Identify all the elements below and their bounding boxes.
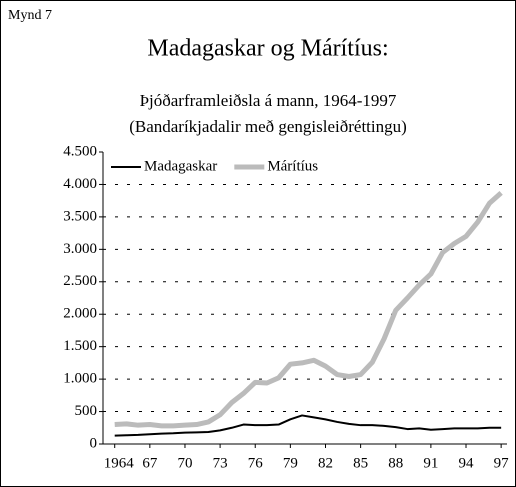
x-tick-label: 76 — [248, 455, 264, 471]
x-tick-label: 73 — [213, 455, 228, 471]
line — [114, 191, 503, 429]
x-tick-label: 67 — [142, 455, 158, 471]
legend-label: Madagaskar — [144, 158, 217, 174]
x-tick-label: 79 — [283, 455, 298, 471]
y-tick-label: 1.000 — [63, 371, 97, 387]
x-tick-label: 1964 — [104, 455, 135, 471]
x-tick-label: 91 — [423, 455, 438, 471]
y-tick-label: 3.000 — [63, 241, 97, 257]
legend-label: Márítíus — [267, 158, 318, 174]
y-tick-label: 1.500 — [63, 338, 97, 354]
subtitle: (Bandaríkjadalir með gengisleiðréttingu) — [129, 117, 407, 136]
y-tick-label: 4.500 — [63, 143, 97, 159]
line — [114, 414, 502, 437]
figure-label: Mynd 7 — [8, 8, 52, 23]
y-tick-label: 3.500 — [63, 208, 97, 224]
x-tick-label: 88 — [388, 455, 403, 471]
x-tick-label: 97 — [494, 455, 510, 471]
x-tick-label: 82 — [318, 455, 333, 471]
y-tick-label: 0 — [90, 435, 98, 451]
x-tick-label: 70 — [177, 455, 192, 471]
chart-title: Madagaskar og Márítíus: — [147, 36, 388, 62]
y-tick-label: 4.000 — [63, 176, 97, 192]
y-tick-label: 500 — [75, 403, 98, 419]
y-tick-label: 2.500 — [63, 273, 97, 289]
legend-bg — [106, 156, 316, 178]
x-tick-label: 85 — [353, 455, 368, 471]
x-tick-label: 94 — [459, 455, 475, 471]
subtitle: Þjóðarframleiðsla á mann, 1964-1997 — [140, 91, 397, 110]
y-tick-label: 2.000 — [63, 306, 97, 322]
